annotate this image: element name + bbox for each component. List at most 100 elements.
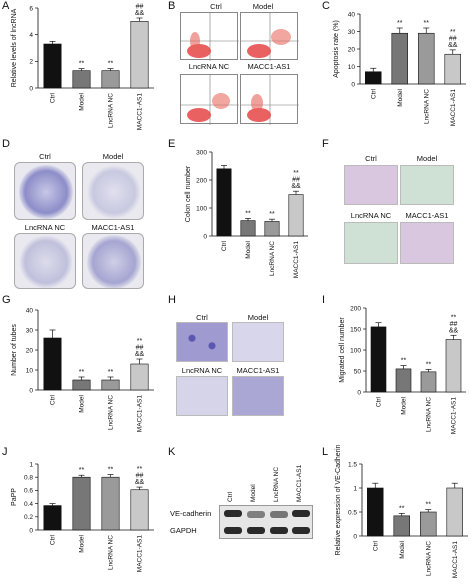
- bar-chart-c: 0 10 20 30 40 Apoptosis rate (%) Ctrl ** Model **…: [333, 11, 466, 126]
- significance-label: **: [424, 20, 430, 27]
- band-ve-3: [270, 511, 288, 518]
- y-tick-label: 0: [351, 81, 355, 88]
- bar: [391, 32, 409, 85]
- bar: [43, 505, 62, 531]
- band-ve-2: [247, 511, 265, 518]
- bar: [445, 339, 462, 393]
- x-tick-label: Model: [79, 534, 86, 552]
- significance-label: ##: [136, 473, 144, 480]
- bar: [418, 32, 435, 85]
- flow-label-nc: LncRNA NC: [188, 62, 230, 71]
- y-tick-label: 40: [348, 11, 356, 18]
- y-axis-label: Colon cell number: [185, 165, 192, 222]
- significance-label: **: [108, 369, 114, 376]
- micro-h-label-macc: MACC1-AS1: [236, 366, 280, 375]
- x-tick-label: MACC1-AS1: [137, 93, 144, 131]
- panel-letter-j: J: [2, 446, 8, 458]
- western-blot: [219, 505, 313, 539]
- x-tick-label: Model: [245, 240, 252, 258]
- y-tick-label: 20: [348, 46, 356, 53]
- western-lane-labels: Ctrl Model LncRNA NC MACC1-AS1: [227, 464, 303, 502]
- flow-plot-macc: [240, 74, 299, 125]
- y-tick-label: 10: [26, 367, 34, 374]
- bar: [288, 194, 304, 237]
- significance-label: **: [108, 467, 114, 474]
- bar: [101, 70, 120, 89]
- significance-label: **: [401, 358, 407, 365]
- bar: [43, 43, 62, 89]
- western-lane-label: MACC1-AS1: [296, 464, 303, 502]
- flow-plot-nc: [180, 74, 239, 125]
- significance-label: &&: [135, 479, 145, 486]
- y-tick-label: 10: [348, 64, 356, 71]
- bar: [420, 371, 437, 393]
- panel-letter-k: K: [168, 446, 176, 458]
- bar-chart-l: 0 0.5 1 1.5 Relative expression of VE-Cadher…: [335, 444, 468, 579]
- bar-chart-g: 0 10 20 30 40 Number of tubes Ctrl ** Model ** Lnc…: [11, 307, 154, 433]
- significance-label: **: [399, 505, 405, 512]
- band-ve-1: [224, 510, 242, 517]
- x-tick-label: Model: [401, 396, 408, 414]
- colony-dish-macc: [82, 233, 144, 289]
- y-tick-label: 1.5: [348, 461, 357, 468]
- bar: [446, 487, 464, 537]
- significance-label: **: [426, 502, 432, 509]
- significance-label: &&: [291, 183, 301, 190]
- x-tick-label: LncRNA NC: [426, 397, 433, 432]
- significance-label: &&: [449, 327, 459, 334]
- bar: [130, 21, 149, 89]
- x-tick-label: LncRNA NC: [108, 93, 115, 128]
- western-lane-label: LncRNA NC: [273, 467, 280, 502]
- x-tick-label: LncRNA NC: [108, 535, 115, 570]
- bar: [72, 70, 91, 89]
- bar: [264, 221, 280, 237]
- micro-f-model: [400, 165, 454, 205]
- y-tick-label: 0: [357, 389, 361, 396]
- significance-label: **: [79, 61, 85, 68]
- y-axis-label: PaPP: [11, 488, 18, 506]
- y-tick-label: 1: [29, 461, 33, 468]
- panel-letter-b: B: [168, 0, 176, 12]
- y-tick-label: 30: [26, 327, 34, 334]
- significance-label: **: [137, 466, 143, 473]
- bar: [72, 476, 91, 531]
- y-tick-label: 20: [26, 347, 34, 354]
- panel-letter-f: F: [322, 138, 329, 150]
- y-axis-label: Number of tubes: [11, 324, 18, 376]
- y-tick-label: 1: [353, 485, 357, 492]
- band-gapdh-2: [247, 527, 265, 534]
- micro-f-label-model: Model: [416, 154, 438, 163]
- x-tick-label: Ctrl: [376, 396, 383, 407]
- significance-label: **: [79, 369, 85, 376]
- y-tick-label: 0.6: [24, 488, 33, 495]
- x-tick-label: MACC1-AS1: [137, 395, 144, 433]
- significance-label: ##: [136, 345, 144, 352]
- colony-dish-model: [82, 162, 144, 220]
- x-tick-label: MACC1-AS1: [452, 541, 459, 579]
- x-tick-label: Ctrl: [372, 540, 379, 551]
- bar: [395, 368, 412, 393]
- western-lane-label: Model: [250, 484, 257, 502]
- y-tick-label: 200: [350, 305, 361, 312]
- significance-label: ##: [136, 4, 144, 11]
- western-lane-label: Ctrl: [227, 491, 234, 502]
- colony-dish-nc: [14, 233, 76, 289]
- bar: [216, 168, 232, 237]
- significance-label: ##: [292, 177, 300, 184]
- x-tick-label: LncRNA NC: [425, 541, 432, 576]
- x-tick-label: MACC1-AS1: [293, 241, 300, 279]
- y-tick-label: 0.4: [24, 501, 33, 508]
- x-tick-label: Model: [399, 540, 406, 558]
- micro-f-macc: [400, 222, 454, 264]
- y-tick-label: 150: [350, 326, 361, 333]
- panel-letter-c: C: [322, 0, 330, 12]
- y-axis-label: Relative levels of lncRNA: [11, 8, 18, 87]
- panel-letter-a: A: [2, 0, 10, 12]
- x-tick-label: Ctrl: [50, 92, 57, 103]
- bar: [393, 515, 411, 537]
- x-tick-label: Ctrl: [370, 88, 377, 99]
- bar: [444, 53, 462, 85]
- micro-h-label-ctrl: Ctrl: [196, 313, 208, 322]
- bar: [130, 363, 149, 391]
- panel-letter-l: L: [322, 446, 329, 458]
